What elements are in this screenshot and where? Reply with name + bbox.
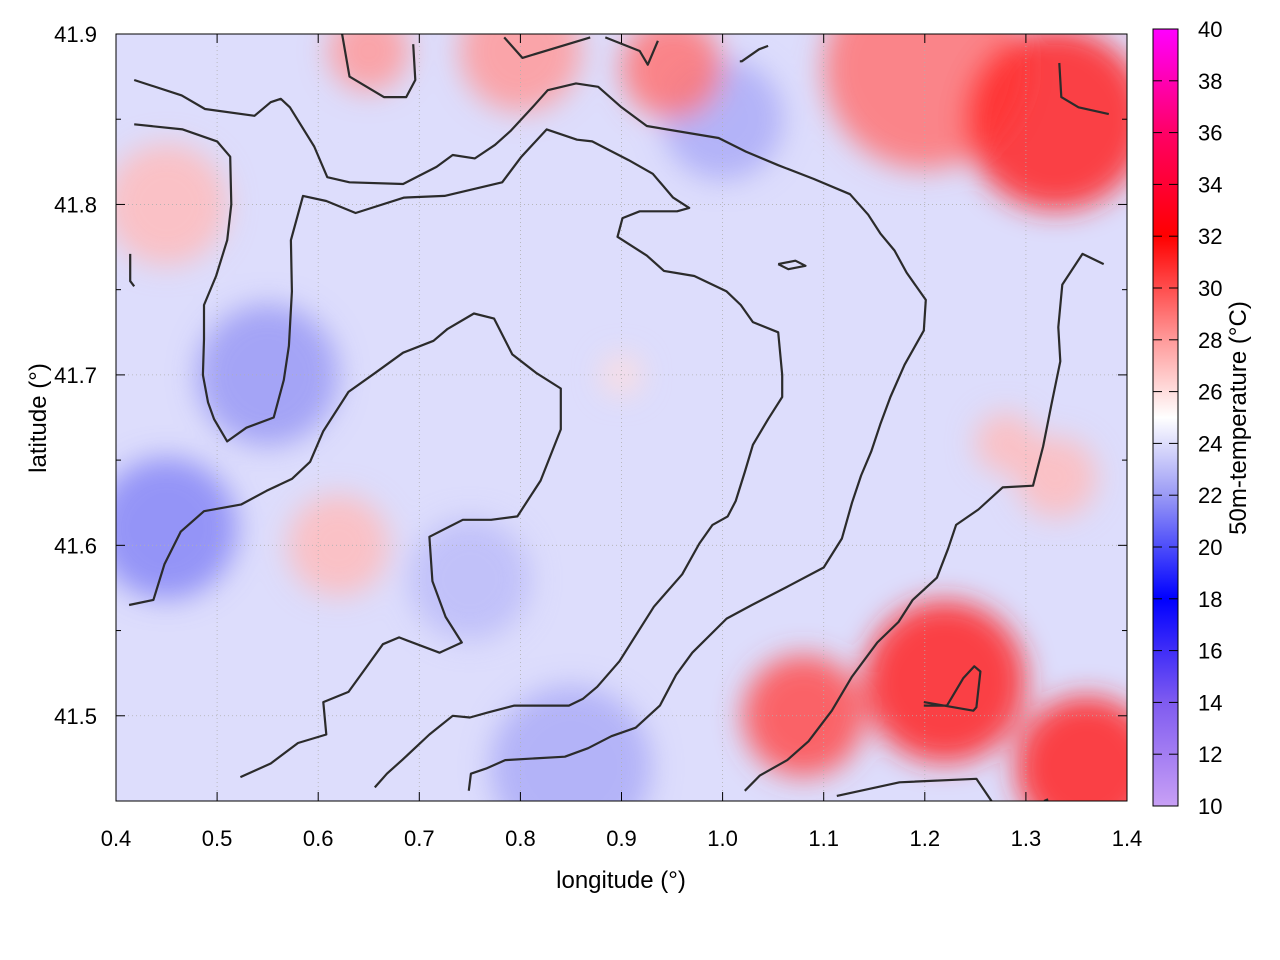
colorbar-tick-label: 10 [1198,794,1222,819]
cool-region [116,457,238,600]
contour-line [128,312,562,779]
colorbar-tick-label: 14 [1198,690,1222,715]
warm-region [328,34,410,92]
contour-line [503,36,591,60]
colorbar-title: 50m-temperature (°C) [1225,301,1252,535]
contour-line [604,36,659,66]
warm-region [287,494,389,596]
colorbar-tick-label: 12 [1198,742,1222,767]
y-tick-label: 41.8 [54,192,97,217]
warm-region [459,34,582,112]
contour-line [836,777,993,801]
contour-line [1058,62,1110,116]
cool-region [409,518,531,641]
y-tick-label: 41.5 [54,704,97,729]
cool-region [196,304,339,446]
colorbar-tick-label: 40 [1198,17,1222,42]
warm-region [1015,436,1097,518]
contour-line [923,665,982,712]
colorbar-scale [1152,28,1179,807]
contour-line [129,253,136,287]
x-tick-label: 0.4 [101,826,132,851]
warm-region [975,412,1037,474]
colorbar-tick-label: 34 [1198,172,1222,197]
colorbar-tick-label: 28 [1198,328,1222,353]
heatmap-field [116,34,1127,801]
x-tick-label: 1.3 [1011,826,1042,851]
x-tick-label: 0.7 [404,826,435,851]
cool-region [490,686,652,801]
colorbar-ticks: 10 12 14 16 18 20 22 24 26 28 30 32 34 36 38 40 [1153,17,1222,819]
x-tick-label: 0.6 [303,826,334,851]
contour-line [777,259,807,271]
colorbar-tick-label: 16 [1198,639,1222,664]
x-tick-label: 1.0 [707,826,738,851]
y-tick-label: 41.9 [54,22,97,47]
colorbar-tick-label: 30 [1198,276,1222,301]
contour-line [340,34,417,99]
x-axis-title: longitude (°) [556,867,686,894]
colorbar-tick-label: 32 [1198,224,1222,249]
y-tick-label: 41.6 [54,533,97,558]
contour-lines [128,34,1110,801]
warm-region [1015,696,1127,801]
colorbar: 10 12 14 16 18 20 22 24 26 28 30 32 34 36 38 40 [1152,17,1222,819]
x-tick-label: 0.5 [202,826,233,851]
warm-region [742,655,865,777]
x-tick-label: 1.2 [910,826,941,851]
contour-line [739,44,769,63]
x-axis-ticks: 0.4 0.5 0.6 0.7 0.8 0.9 1.0 1.1 1.2 1.3 1.4 [101,34,1143,851]
colorbar-tick-label: 38 [1198,69,1222,94]
warm-region [864,600,1026,763]
colorbar-tick-label: 18 [1198,587,1222,612]
colorbar-tick-label: 24 [1198,431,1222,456]
y-axis-title: latitude (°) [25,363,52,473]
x-tick-label: 1.1 [808,826,839,851]
warm-region [116,143,228,266]
y-axis-ticks: 41.5 41.6 41.7 41.8 41.9 [54,22,1127,802]
colorbar-tick-label: 26 [1198,380,1222,405]
y-tick-label: 41.7 [54,363,97,388]
warm-region [621,34,723,119]
x-tick-label: 0.9 [606,826,637,851]
contour-line [744,252,1105,792]
colorbar-tick-label: 36 [1198,121,1222,146]
x-tick-label: 1.4 [1112,826,1143,851]
colorbar-tick-label: 22 [1198,483,1222,508]
contour-line [133,78,927,791]
warm-region [965,34,1127,211]
contour-line [134,123,784,789]
colorbar-tick-label: 20 [1198,535,1222,560]
x-tick-label: 0.8 [505,826,536,851]
